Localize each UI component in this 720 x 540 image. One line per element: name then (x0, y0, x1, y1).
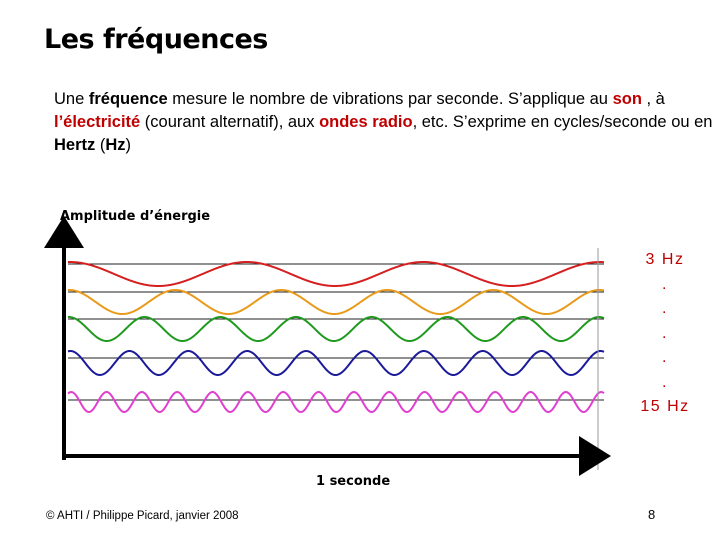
frequency-label: . (662, 324, 668, 342)
keyword-ondes-radio: ondes radio (319, 113, 413, 131)
wave-7hz (67, 315, 605, 343)
intro-text-7: ) (125, 136, 132, 154)
page-number: 8 (648, 507, 656, 522)
keyword-electricite: l’électricité (54, 113, 141, 131)
frequency-label: . (662, 275, 668, 293)
intro-text-4: (courant alternatif), aux (140, 113, 320, 131)
keyword-son: son (612, 90, 642, 108)
intro-text-1: Une (54, 90, 89, 108)
keyword-hz: Hz (105, 136, 126, 154)
keyword-hertz: Hertz (54, 136, 96, 154)
wave-5hz (67, 288, 605, 316)
frequency-label: . (662, 349, 668, 366)
y-axis-label: Amplitude d’énergie (60, 209, 211, 224)
x-axis-label: 1 seconde (316, 474, 391, 489)
wave-15hz (67, 390, 605, 414)
wave-3hz (67, 260, 605, 288)
frequency-label: 3 Hz (645, 251, 685, 268)
intro-text-3: , à (641, 90, 665, 108)
keyword-frequence: fréquence (88, 90, 168, 108)
intro-text-6: ( (95, 136, 106, 154)
wave-9hz (67, 349, 605, 377)
slide-title: Les fréquences (44, 24, 268, 55)
intro-paragraph: Une fréquence mesure le nombre de vibrat… (54, 88, 714, 157)
intro-text-2: mesure le nombre de vibrations par secon… (167, 90, 613, 108)
frequency-label: . (662, 300, 668, 317)
frequency-label: . (662, 373, 668, 391)
copyright-footer: © AHTI / Philippe Picard, janvier 2008 (46, 510, 239, 522)
frequency-range-labels: 3 Hz..... 15 Hz (630, 248, 700, 420)
intro-text-5: , etc. S’exprime en cycles/seconde ou en (412, 113, 713, 131)
frequency-label: 15 Hz (640, 398, 690, 415)
